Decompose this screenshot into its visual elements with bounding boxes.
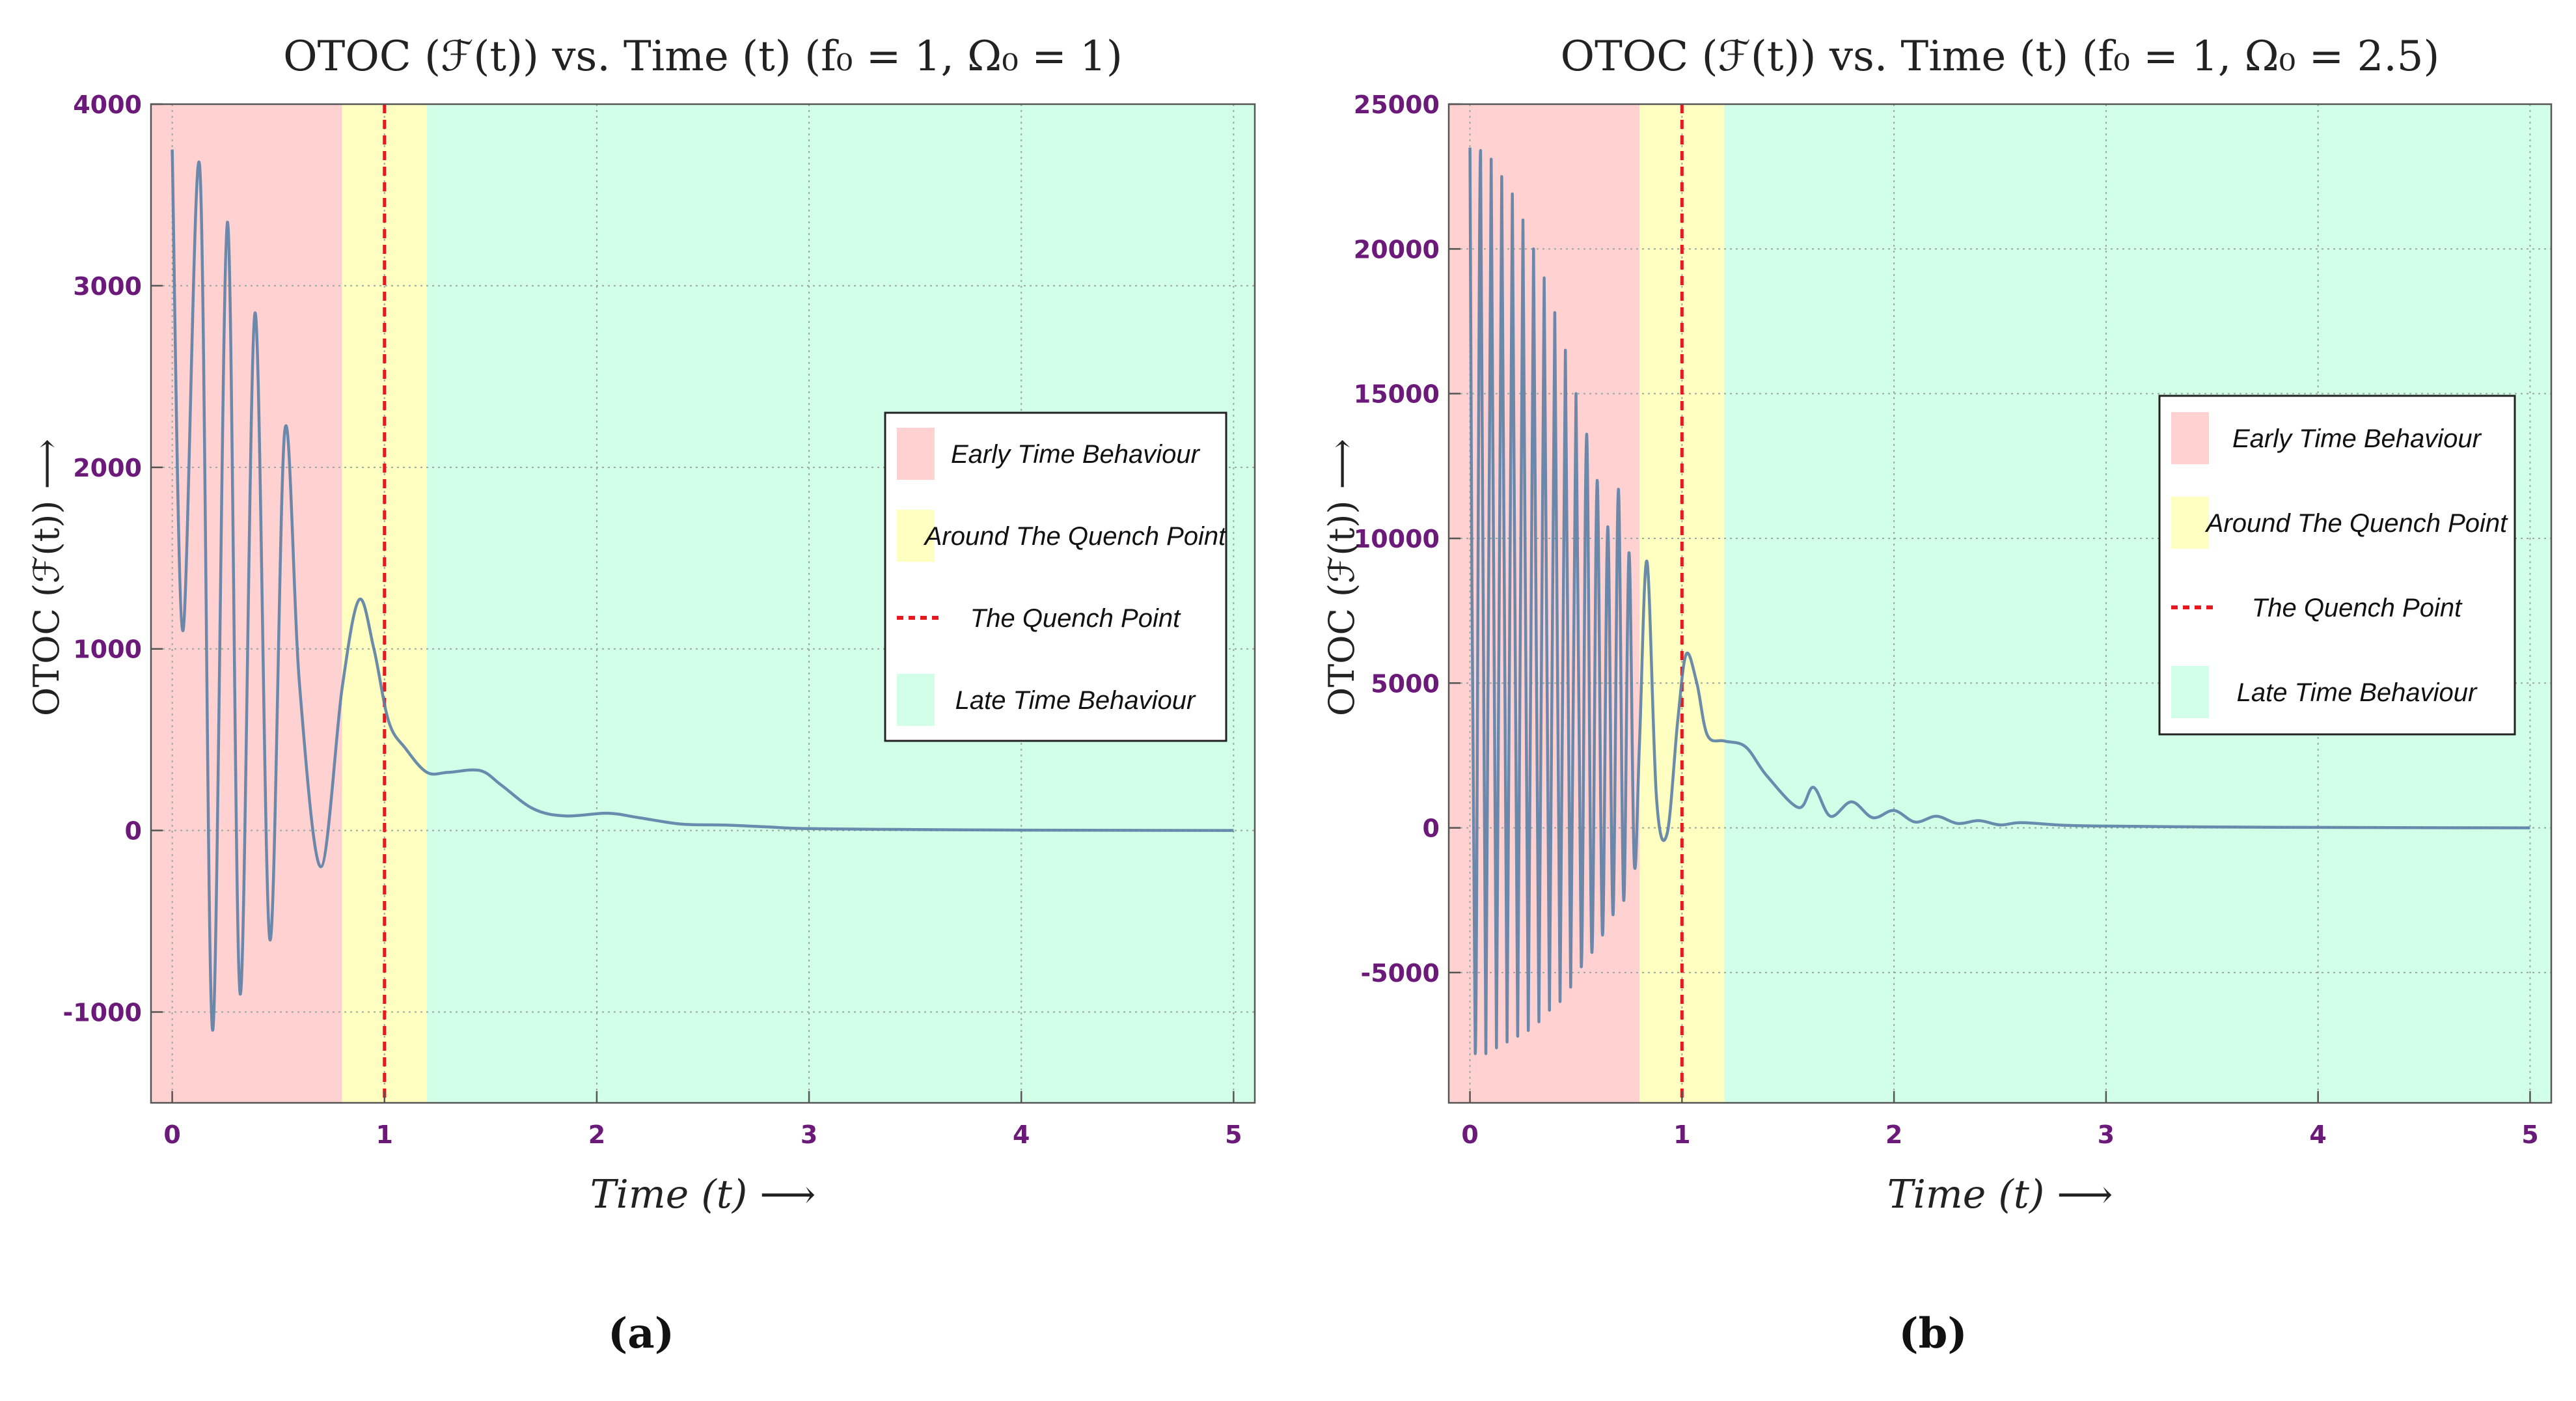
legend-swatch xyxy=(2171,497,2209,549)
chart-panel-a: 0 1 2 3 4 5 -1000 0 1000 2000 3000 4000 OTOC (ℱ(t)) … xyxy=(26,33,1256,1358)
legend-entry-label: Late Time Behaviour xyxy=(955,686,1196,715)
legend-swatch xyxy=(897,428,935,480)
y-tick-label: -1000 xyxy=(62,999,142,1027)
x-tick-label: 3 xyxy=(801,1120,817,1149)
x-tick-label: 2 xyxy=(1885,1120,1902,1149)
y-tick-label: 5000 xyxy=(1371,669,1440,698)
x-tick-label: 2 xyxy=(588,1120,605,1149)
x-axis-label: Time (t) ⟶ xyxy=(1887,1172,2113,1217)
chart-title: OTOC (ℱ(t)) vs. Time (t) (f₀ = 1, Ω₀ = 1… xyxy=(283,33,1123,81)
series-line-otoc xyxy=(171,149,1234,1032)
panel-label: (b) xyxy=(1898,1309,1967,1358)
y-axis-label: OTOC (ℱ(t)) ⟶ xyxy=(26,439,67,716)
y-tick-label: 20000 xyxy=(1354,235,1440,264)
legend-box xyxy=(2158,395,2516,736)
y-tick-label: -5000 xyxy=(1360,959,1440,988)
legend-entry-label: Around The Quench Point xyxy=(2205,509,2508,538)
y-tick-label: 15000 xyxy=(1354,380,1440,409)
legend-entry-label: Early Time Behaviour xyxy=(2232,424,2482,453)
legend-entry-label: Around The Quench Point xyxy=(924,522,1227,551)
x-axis-label: Time (t) ⟶ xyxy=(590,1172,816,1217)
legend-swatch xyxy=(897,510,935,562)
series-line-otoc xyxy=(1468,147,2530,1055)
legend: Early Time Behaviour Around The Quench Po… xyxy=(884,411,1227,742)
x-tick-label: 1 xyxy=(376,1120,393,1149)
chart-title: OTOC (ℱ(t)) vs. Time (t) (f₀ = 1, Ω₀ = 2… xyxy=(1561,33,2440,81)
x-tick-label: 4 xyxy=(1013,1120,1030,1149)
x-tick-label: 5 xyxy=(1225,1120,1242,1149)
legend-entry-label: Late Time Behaviour xyxy=(2237,678,2478,707)
y-tick-label: 2000 xyxy=(73,454,142,482)
x-tick-label: 0 xyxy=(1461,1120,1478,1149)
x-tick-label: 3 xyxy=(2098,1120,2115,1149)
legend-entry-label: The Quench Point xyxy=(970,604,1181,633)
y-tick-label: 4000 xyxy=(73,90,142,119)
panel-label: (a) xyxy=(608,1309,674,1358)
y-tick-label: 0 xyxy=(1423,814,1440,843)
legend-swatch xyxy=(2171,412,2209,464)
x-tick-label: 1 xyxy=(1673,1120,1690,1149)
legend-swatch xyxy=(2171,666,2209,718)
y-tick-label: 1000 xyxy=(73,635,142,664)
x-tick-label: 0 xyxy=(163,1120,180,1149)
legend-box xyxy=(884,411,1227,742)
chart-panel-b: 0 1 2 3 4 5 -5000 0 5000 10000 15000 20000 25000 OTOC… xyxy=(1321,33,2553,1358)
y-tick-label: 10000 xyxy=(1354,525,1440,553)
y-tick-label: 0 xyxy=(125,817,142,846)
legend: Early Time Behaviour Around The Quench Po… xyxy=(2158,395,2516,736)
x-tick-label: 5 xyxy=(2521,1120,2538,1149)
y-tick-label: 25000 xyxy=(1354,90,1440,119)
y-axis-label: OTOC (ℱ(t)) ⟶ xyxy=(1321,439,1362,716)
plot-frame xyxy=(1447,103,2553,1104)
y-tick-label: 3000 xyxy=(73,272,142,301)
legend-swatch xyxy=(897,674,935,726)
legend-entry-label: The Quench Point xyxy=(2252,594,2463,622)
plot-frame xyxy=(150,103,1256,1104)
x-tick-label: 4 xyxy=(2309,1120,2326,1149)
region-early-time-behaviour xyxy=(151,104,342,1103)
legend-entry-label: Early Time Behaviour xyxy=(951,440,1201,469)
